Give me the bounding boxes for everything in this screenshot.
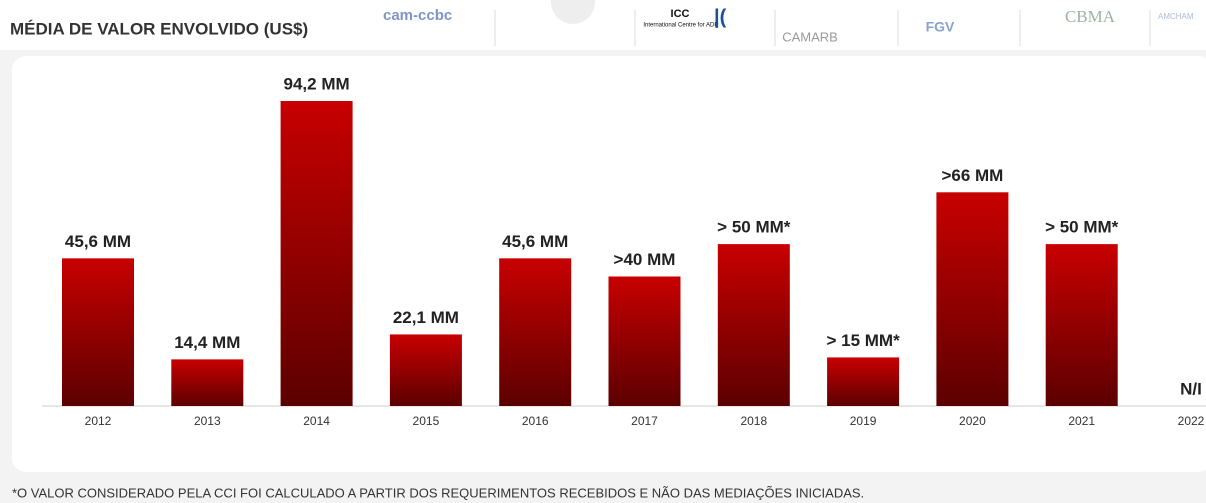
bar <box>717 244 790 406</box>
header-bg <box>0 0 1206 50</box>
logo: CAMARB <box>782 29 838 44</box>
value-label: 22,1 MM <box>393 308 459 327</box>
panel <box>12 56 1206 472</box>
x-tick-label: 2017 <box>631 414 658 428</box>
x-tick-label: 2020 <box>959 414 986 428</box>
value-label: 45,6 MM <box>65 232 131 251</box>
x-tick-label: 2015 <box>413 414 440 428</box>
x-tick-label: 2021 <box>1068 414 1095 428</box>
bar <box>827 357 900 406</box>
logo-shape <box>551 0 595 24</box>
logo: CBMA <box>1065 7 1116 26</box>
logo: cam-ccbc <box>383 7 452 24</box>
bar <box>389 334 462 406</box>
bar <box>280 101 353 406</box>
logo: ICC <box>671 8 690 20</box>
x-tick-label: 2018 <box>740 414 767 428</box>
value-label: 14,4 MM <box>174 333 240 352</box>
x-tick-label: 2019 <box>850 414 877 428</box>
logo: AMCHAM <box>1158 12 1194 21</box>
bar <box>936 192 1009 406</box>
value-label: >40 MM <box>614 250 676 269</box>
value-label: 45,6 MM <box>502 232 568 251</box>
bar <box>608 276 681 406</box>
value-label: N/I <box>1180 379 1202 398</box>
x-tick-label: 2012 <box>85 414 112 428</box>
footnote: *O VALOR CONSIDERADO PELA CCI FOI CALCUL… <box>12 485 864 500</box>
logo-mark: |( <box>714 6 727 28</box>
logo: International Centre for ADR <box>643 23 719 29</box>
logo: FGV <box>926 19 955 35</box>
value-label: > 15 MM* <box>826 331 900 350</box>
bar <box>499 258 572 406</box>
bar <box>171 359 244 406</box>
bar <box>62 258 134 406</box>
bar <box>1045 244 1118 406</box>
value-label: 94,2 MM <box>284 74 350 93</box>
x-tick-label: 2022 <box>1178 414 1205 428</box>
x-tick-label: 2013 <box>194 414 221 428</box>
value-label: > 50 MM* <box>717 218 791 237</box>
x-tick-label: 2016 <box>522 414 549 428</box>
value-label: > 50 MM* <box>1045 218 1119 237</box>
chart-title: MÉDIA DE VALOR ENVOLVIDO (US$) <box>10 19 308 38</box>
value-label: >66 MM <box>941 166 1003 185</box>
x-tick-label: 2014 <box>303 414 330 428</box>
